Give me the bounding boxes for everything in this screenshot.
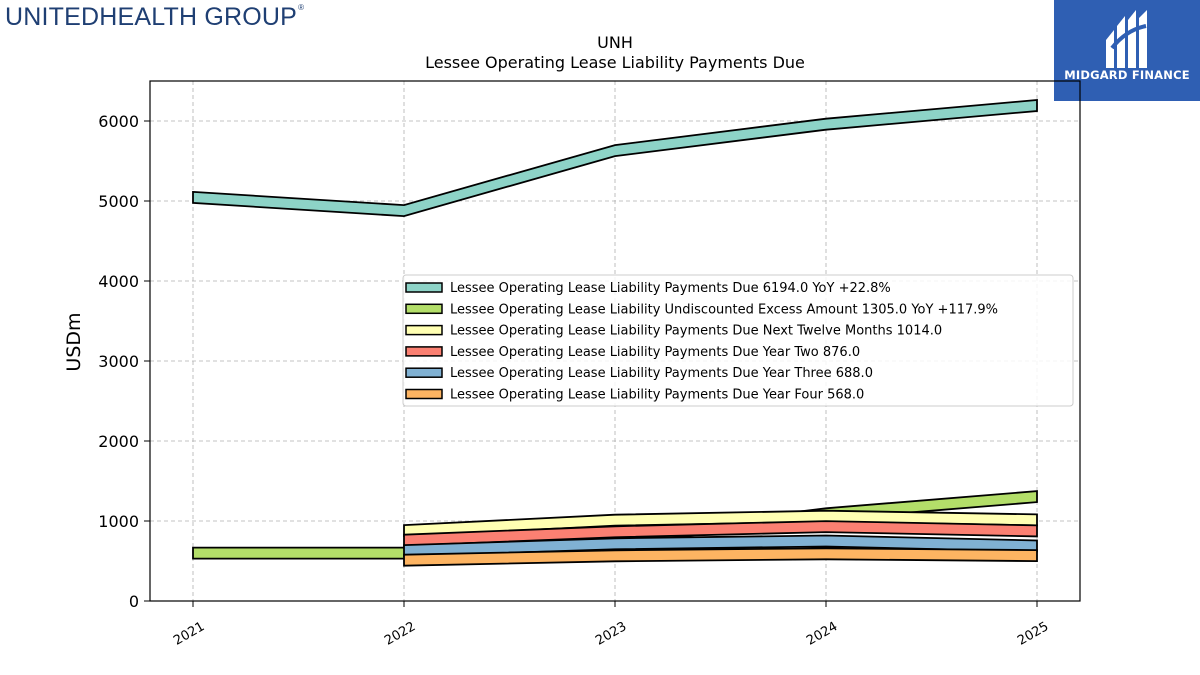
legend-swatch [405,388,443,400]
y-axis: 0 1000 2000 3000 4000 5000 6000 [98,112,150,611]
series-line-0 [192,99,1038,218]
legend-swatch [405,324,443,336]
y-tick-label: 6000 [98,112,139,131]
y-tick-label: 1000 [98,512,139,531]
legend-label: Lessee Operating Lease Liability Payment… [450,281,891,296]
legend: Lessee Operating Lease Liability Payment… [402,274,1074,407]
legend-swatch [405,346,443,357]
midgard-finance-logo-text: MIDGARD FINANCE [1064,68,1190,82]
legend-label: Lessee Operating Lease Liability Payment… [450,324,942,339]
legend-swatch [405,282,443,293]
y-tick-label: 5000 [98,192,139,211]
y-tick-label: 4000 [98,272,139,291]
series-line-5 [403,547,1038,567]
chart-subtitle: Lessee Operating Lease Liability Payment… [425,53,805,72]
legend-label: Lessee Operating Lease Liability Payment… [450,366,873,381]
registered-mark: ® [298,3,305,12]
legend-label: Lessee Operating Lease Liability Payment… [450,345,860,360]
unitedhealth-group-logo-text: UNITEDHEALTH GROUP [5,3,298,31]
unitedhealth-group-logo: UNITEDHEALTH GROUP® [5,3,304,32]
legend-box [402,274,1074,407]
x-tick-label: 2023 [593,619,629,649]
x-tick-label: 2025 [1015,619,1051,649]
x-tick-label: 2021 [171,619,207,649]
series-layer [192,99,1038,567]
legend-swatch [405,303,443,315]
chart-title: UNH [597,33,633,52]
y-tick-label: 3000 [98,352,139,371]
legend-label: Lessee Operating Lease Liability Undisco… [450,302,998,317]
x-tick-label: 2022 [382,619,418,649]
legend-label: Lessee Operating Lease Liability Payment… [450,388,864,403]
x-tick-label: 2024 [804,619,840,649]
legend-swatch [405,367,443,378]
y-tick-label: 0 [129,592,139,611]
y-axis-label: USDm [63,312,85,371]
midgard-finance-logo: MIDGARD FINANCE [1054,0,1200,101]
y-tick-label: 2000 [98,432,139,451]
midgard-finance-emblem-icon [1106,10,1147,68]
x-axis: 2021 2022 2023 2024 2025 [171,601,1051,649]
